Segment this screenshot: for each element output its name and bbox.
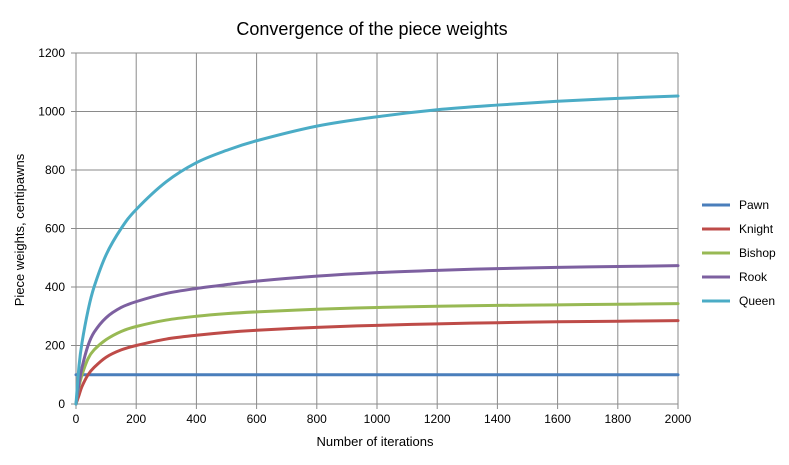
tick-labels: 0 200 400 600 800 1000 1200 1400 1600 1800 2000 0 20… xyxy=(38,46,691,426)
x-tick-label: 1400 xyxy=(484,412,511,426)
y-tick-label: 800 xyxy=(45,163,65,177)
x-tick-label: 600 xyxy=(247,412,267,426)
y-tick-label: 0 xyxy=(58,397,65,411)
legend-label-queen: Queen xyxy=(739,294,775,308)
axes xyxy=(71,52,679,409)
legend-label-knight: Knight xyxy=(739,222,774,236)
x-tick-label: 400 xyxy=(186,412,206,426)
y-tick-label: 1000 xyxy=(38,105,65,119)
series-line-queen xyxy=(74,94,680,406)
y-tick-label: 600 xyxy=(45,222,65,236)
series-line-knight xyxy=(74,319,680,406)
x-tick-label: 1200 xyxy=(424,412,451,426)
series-lines xyxy=(74,94,680,406)
x-tick-label: 1800 xyxy=(604,412,631,426)
x-tick-label: 800 xyxy=(307,412,327,426)
legend-label-bishop: Bishop xyxy=(739,246,776,260)
legend-label-rook: Rook xyxy=(739,270,768,284)
x-tick-label: 0 xyxy=(73,412,80,426)
x-axis-label: Number of iterations xyxy=(316,434,434,449)
y-tick-label: 1200 xyxy=(38,46,65,60)
legend: Pawn Knight Bishop Rook Queen xyxy=(702,198,776,308)
x-tick-label: 1600 xyxy=(544,412,571,426)
chart-title: Convergence of the piece weights xyxy=(236,19,507,39)
y-axis-label: Piece weights, centipawns xyxy=(12,153,27,306)
y-tick-label: 400 xyxy=(45,280,65,294)
series-line-bishop xyxy=(74,302,680,406)
x-tick-label: 2000 xyxy=(665,412,692,426)
x-tick-label: 200 xyxy=(126,412,146,426)
x-tick-label: 1000 xyxy=(364,412,391,426)
grid-lines xyxy=(76,52,679,404)
series-line-rook xyxy=(74,264,680,406)
legend-label-pawn: Pawn xyxy=(739,198,769,212)
y-tick-label: 200 xyxy=(45,339,65,353)
